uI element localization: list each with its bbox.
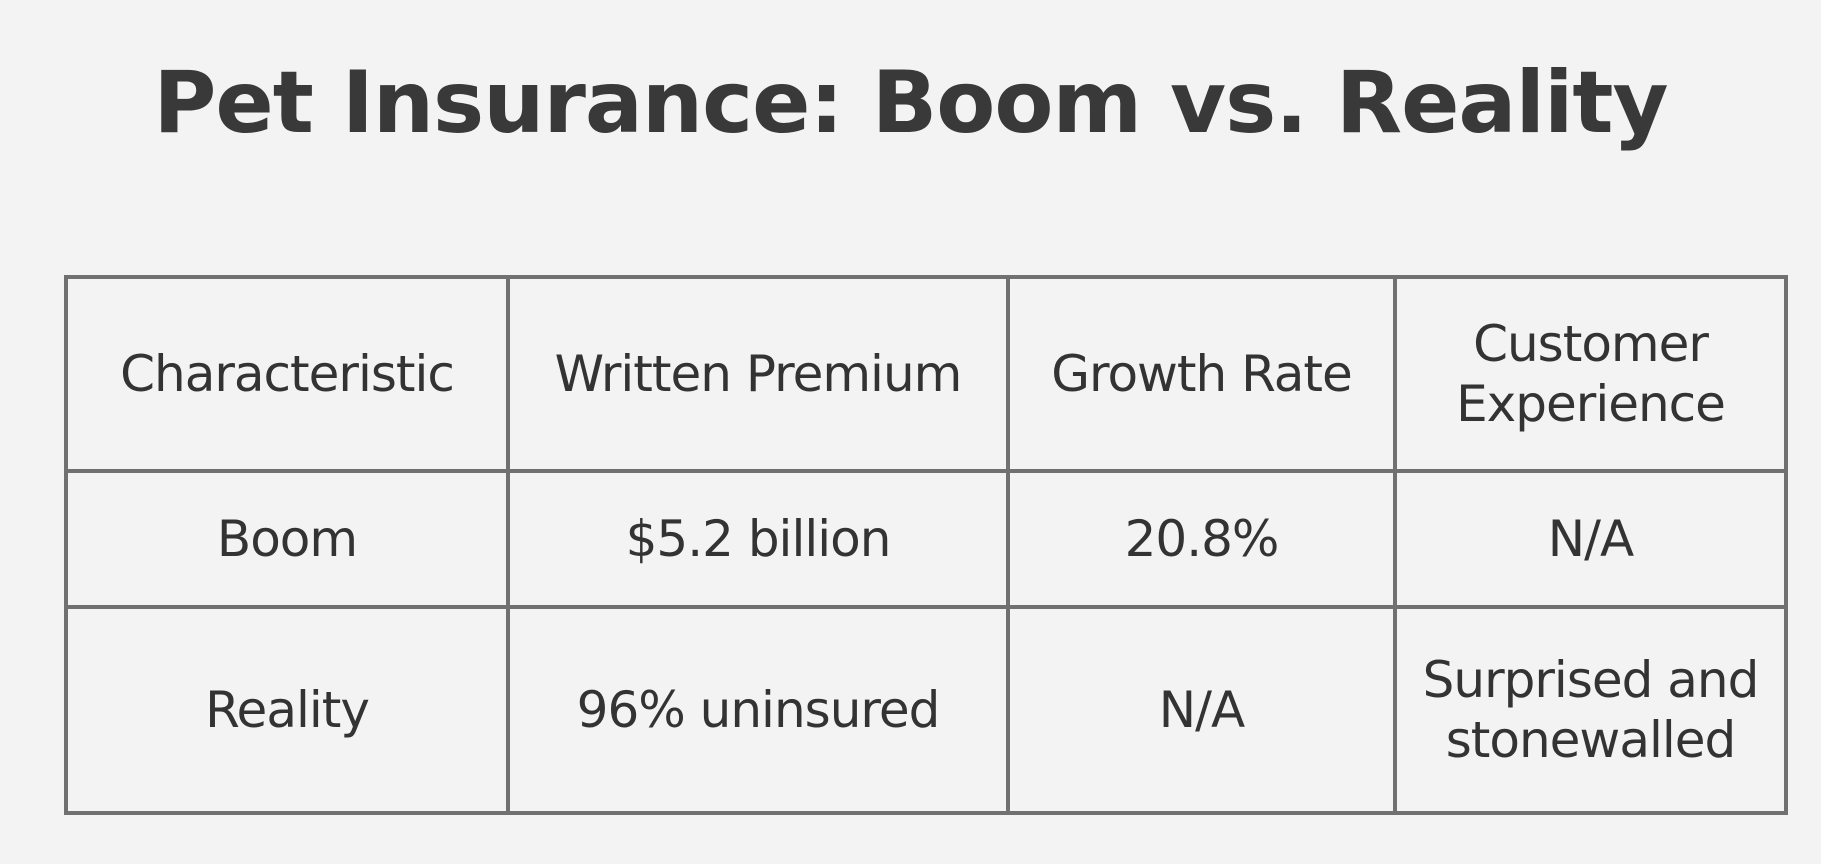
cell-reality-customer-experience: Surprised and stonewalled [1393, 605, 1788, 815]
table-row-reality: Reality 96% uninsured N/A Surprised and … [64, 605, 1788, 815]
cell-boom-growth-rate: 20.8% [1006, 469, 1397, 609]
header-growth-rate: Growth Rate [1006, 275, 1397, 473]
header-characteristic: Characteristic [64, 275, 510, 473]
row-label-reality: Reality [64, 605, 510, 815]
header-customer-experience: Customer Experience [1393, 275, 1788, 473]
cell-boom-written-premium: $5.2 billion [506, 469, 1010, 609]
row-label-boom: Boom [64, 469, 510, 609]
cell-reality-written-premium: 96% uninsured [506, 605, 1010, 815]
table-header-row: Characteristic Written Premium Growth Ra… [64, 275, 1788, 473]
table-row-boom: Boom $5.2 billion 20.8% N/A [64, 469, 1788, 609]
cell-reality-growth-rate: N/A [1006, 605, 1397, 815]
comparison-table: Characteristic Written Premium Growth Ra… [64, 275, 1788, 815]
page-title: Pet Insurance: Boom vs. Reality [153, 53, 1668, 153]
header-written-premium: Written Premium [506, 275, 1010, 473]
cell-boom-customer-experience: N/A [1393, 469, 1788, 609]
